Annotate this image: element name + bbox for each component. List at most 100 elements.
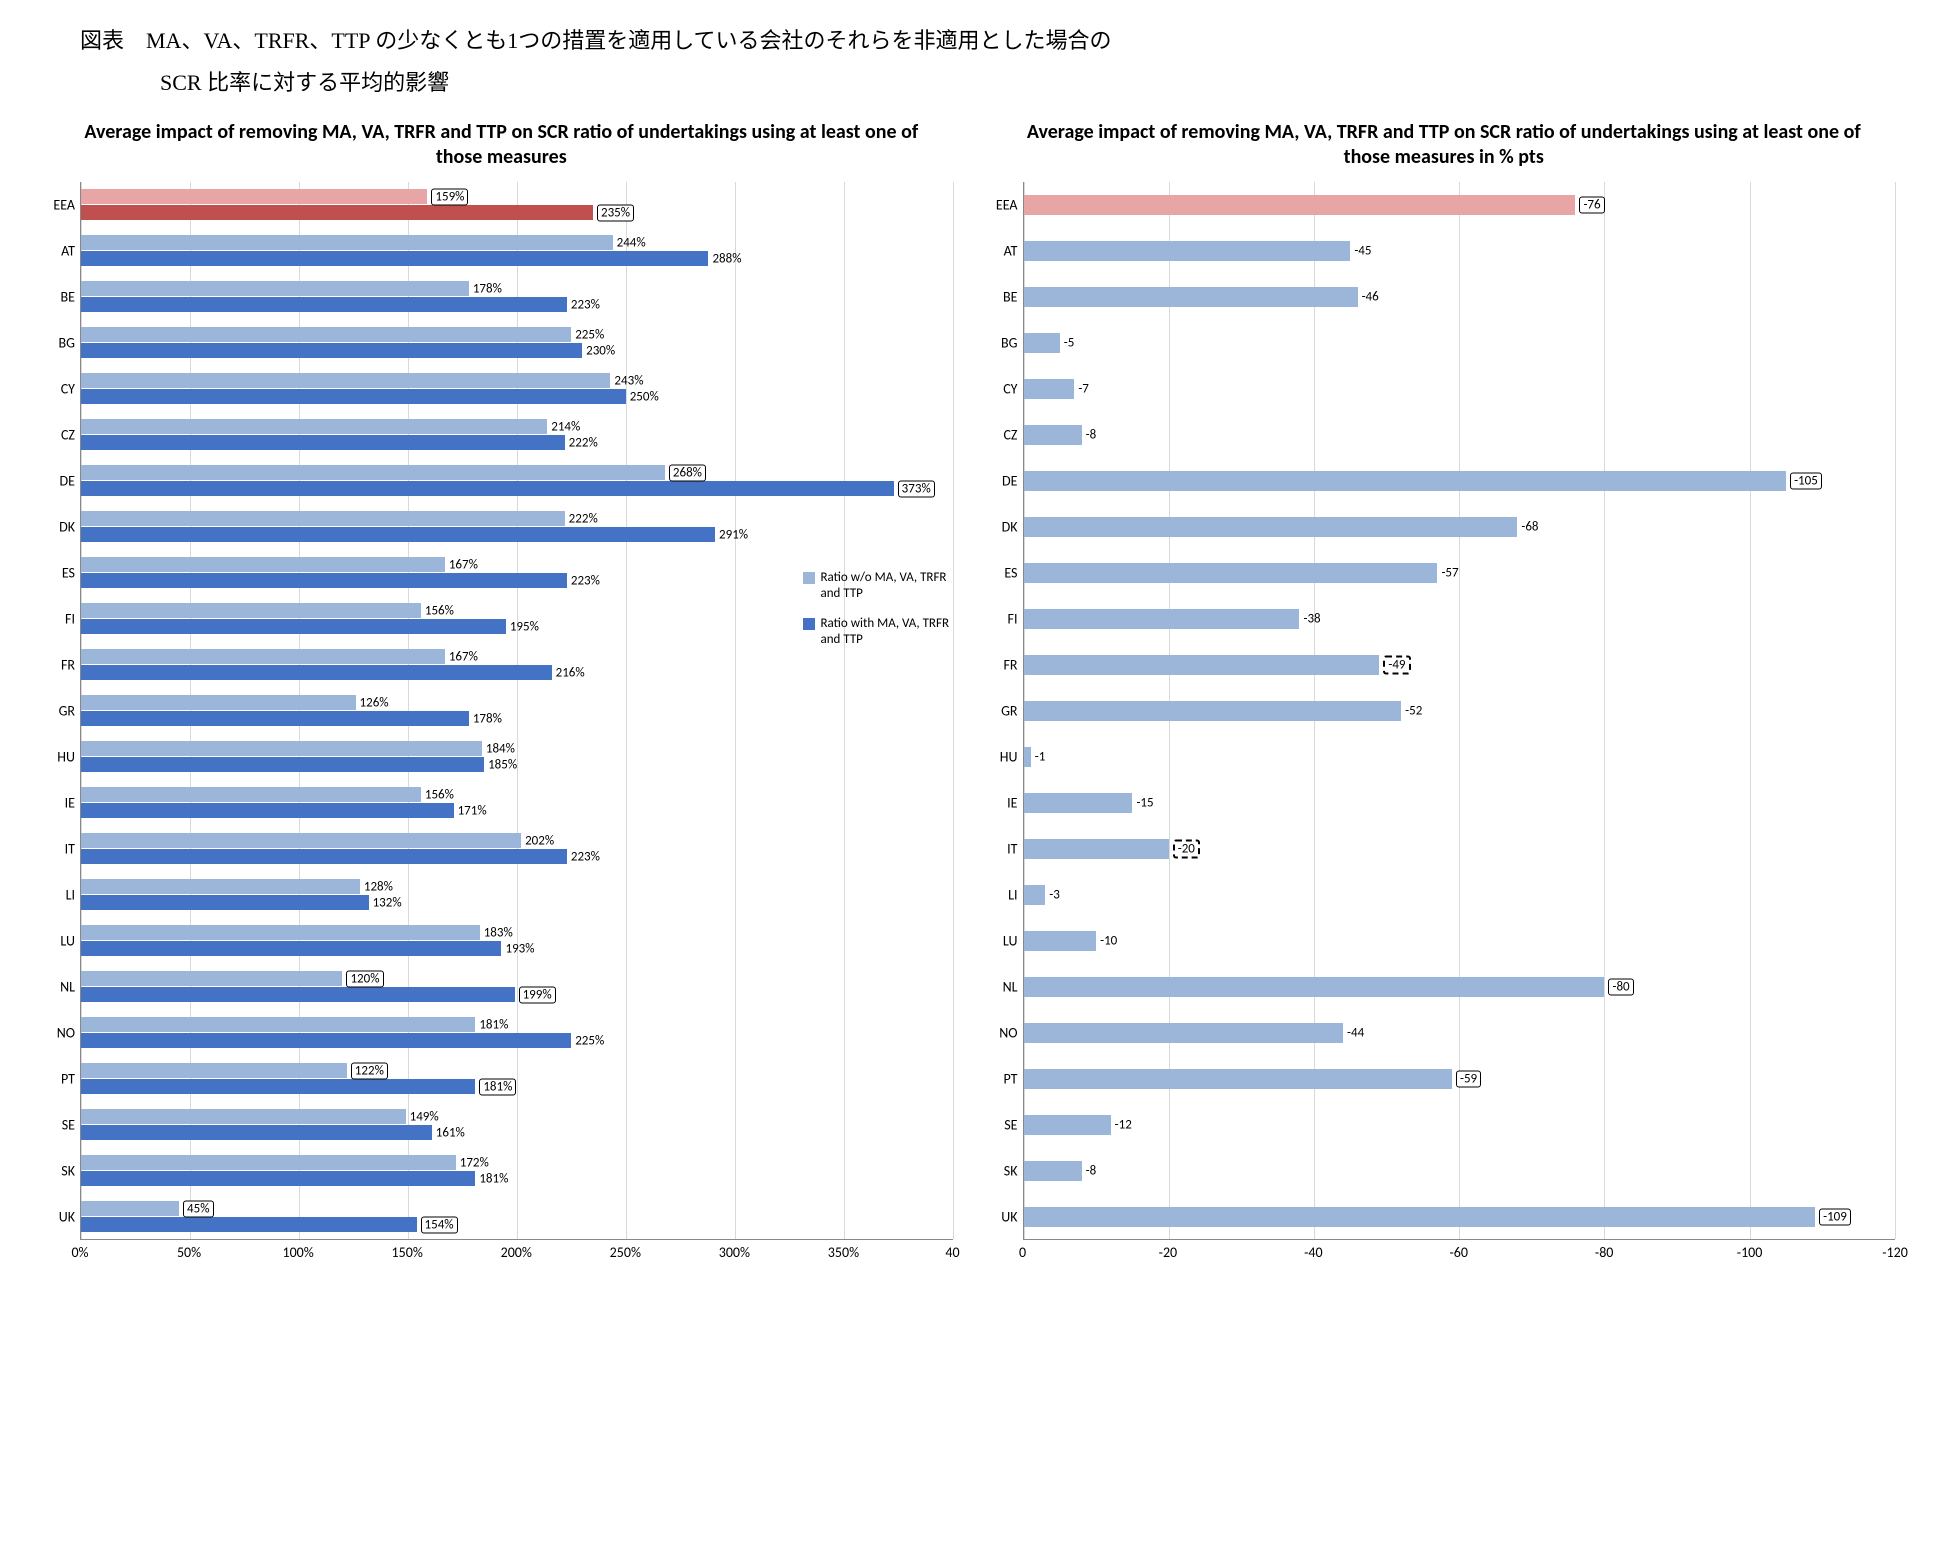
bar-with-measures (81, 251, 708, 266)
value-label-without: 167% (449, 557, 478, 572)
left-legend: Ratio w/o MA, VA, TRFR and TTPRatio with… (803, 570, 953, 663)
legend-item: Ratio with MA, VA, TRFR and TTP (803, 616, 953, 649)
right-row-EEA: EEA-76 (1024, 182, 1896, 228)
left-row-CY: CY243%250% (81, 366, 953, 412)
x-tick-label: -80 (1595, 1244, 1613, 1261)
bar-with-measures (81, 619, 506, 634)
right-row-SE: SE-12 (1024, 1102, 1896, 1148)
category-label: DE (1002, 472, 1023, 489)
category-label: AT (1004, 242, 1024, 259)
left-row-UK: UK45%154% (81, 1194, 953, 1240)
value-label-with: 132% (373, 895, 402, 910)
value-label-with: 178% (473, 711, 502, 726)
impact-bar (1024, 609, 1300, 629)
bar-with-measures (81, 435, 565, 450)
value-label-without: 184% (486, 741, 515, 756)
bar-without-measures (81, 695, 356, 710)
bar-with-measures (81, 297, 567, 312)
value-label-with: 291% (719, 527, 748, 542)
x-tick-label: 150% (392, 1244, 423, 1261)
x-tick-label: 200% (501, 1244, 532, 1261)
left-row-NO: NO181%225% (81, 1010, 953, 1056)
right-row-BE: BE-46 (1024, 274, 1896, 320)
impact-bar (1024, 885, 1046, 905)
impact-bar (1024, 425, 1082, 445)
impact-bar (1024, 287, 1358, 307)
value-label-with: 235% (597, 204, 634, 221)
right-row-CZ: CZ-8 (1024, 412, 1896, 458)
right-row-NL: NL-80 (1024, 964, 1896, 1010)
bar-with-measures (81, 205, 593, 220)
bar-with-measures (81, 389, 626, 404)
bar-without-measures (81, 1063, 347, 1078)
bar-with-measures (81, 1125, 432, 1140)
category-label: IE (65, 794, 81, 811)
value-label-with: 223% (571, 849, 600, 864)
right-row-CY: CY-7 (1024, 366, 1896, 412)
category-label: SE (62, 1116, 81, 1133)
value-label: -7 (1078, 381, 1089, 396)
bar-without-measures (81, 557, 445, 572)
bar-without-measures (81, 741, 482, 756)
x-tick-label: -100 (1737, 1244, 1763, 1261)
bar-without-measures (81, 373, 610, 388)
right-plot: EEA-76AT-45BE-46BG-5CY-7CZ-8DE-105DK-68E… (983, 182, 1906, 1264)
bar-without-measures (81, 465, 665, 480)
left-row-HU: HU184%185% (81, 734, 953, 780)
value-label-without: 268% (669, 464, 706, 481)
value-label-without: 126% (360, 695, 389, 710)
right-row-AT: AT-45 (1024, 228, 1896, 274)
figure-caption: 図表 MA、VA、TRFR、TTP の少なくとも1つの措置を適用している会社のそ… (40, 20, 1905, 104)
left-rows-area: EEA159%235%AT244%288%BE178%223%BG225%230… (80, 182, 953, 1240)
impact-bar (1024, 1161, 1082, 1181)
category-label: PT (61, 1070, 81, 1087)
category-label: CY (1003, 380, 1023, 397)
category-label: CZ (61, 426, 81, 443)
bar-with-measures (81, 895, 369, 910)
right-row-ES: ES-57 (1024, 550, 1896, 596)
x-tick-label: 0% (71, 1244, 88, 1261)
bar-with-measures (81, 757, 484, 772)
value-label-with: 373% (898, 480, 935, 497)
value-label: -15 (1136, 795, 1153, 810)
value-label-without: 122% (351, 1062, 388, 1079)
category-label: UK (1001, 1208, 1023, 1225)
right-row-SK: SK-8 (1024, 1148, 1896, 1194)
value-label-without: 156% (425, 603, 454, 618)
bar-with-measures (81, 1079, 475, 1094)
category-label: AT (61, 242, 81, 259)
value-label-with: 216% (556, 665, 585, 680)
bar-without-measures (81, 879, 360, 894)
bar-without-measures (81, 1109, 406, 1124)
bar-with-measures (81, 803, 454, 818)
value-label-without: 181% (479, 1017, 508, 1032)
left-row-AT: AT244%288% (81, 228, 953, 274)
x-tick-label: 300% (719, 1244, 750, 1261)
category-label: NO (57, 1024, 81, 1041)
left-chart-title: Average impact of removing MA, VA, TRFR … (80, 120, 923, 170)
category-label: NL (60, 978, 81, 995)
category-label: ES (62, 564, 81, 581)
bar-without-measures (81, 1201, 179, 1216)
bar-with-measures (81, 941, 501, 956)
right-chart-title: Average impact of removing MA, VA, TRFR … (1023, 120, 1866, 170)
value-label-without: 45% (183, 1200, 213, 1217)
bar-without-measures (81, 649, 445, 664)
right-row-DK: DK-68 (1024, 504, 1896, 550)
value-label-without: 159% (431, 188, 468, 205)
value-label-with: 154% (421, 1216, 458, 1233)
impact-bar (1024, 333, 1060, 353)
category-label: CZ (1003, 426, 1023, 443)
bar-with-measures (81, 711, 469, 726)
value-label-with: 181% (479, 1078, 516, 1095)
category-label: FI (65, 610, 81, 627)
value-label: -46 (1362, 289, 1379, 304)
right-row-IE: IE-15 (1024, 780, 1896, 826)
category-label: BE (61, 288, 81, 305)
left-x-axis: 0%50%100%150%200%250%300%350%40 (80, 1240, 953, 1264)
bar-with-measures (81, 1171, 475, 1186)
bar-with-measures (81, 527, 715, 542)
value-label: -1 (1035, 749, 1046, 764)
x-tick-label: -40 (1304, 1244, 1322, 1261)
bar-without-measures (81, 787, 421, 802)
